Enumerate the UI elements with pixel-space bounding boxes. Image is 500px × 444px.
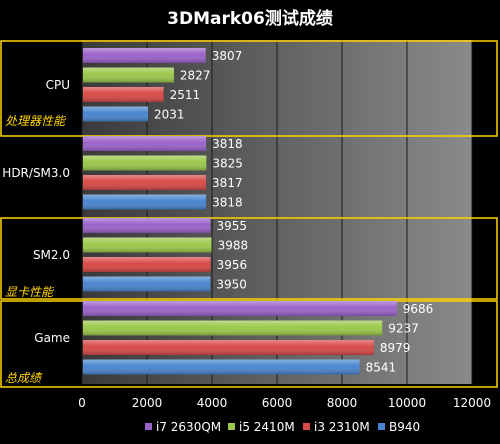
bar-highlight (83, 237, 212, 253)
x-tick-label: 6000 (262, 396, 293, 410)
data-label: 2031 (154, 108, 185, 122)
x-tick-label: 4000 (197, 396, 228, 410)
bar-highlight (83, 257, 211, 272)
bar-highlight (83, 155, 207, 171)
data-label: 8541 (366, 361, 397, 375)
x-tick-label: 8000 (327, 396, 358, 410)
data-label: 9237 (388, 322, 419, 336)
section-label: 处理器性能 (5, 114, 67, 128)
bar-highlight (83, 87, 164, 102)
bar-highlight (83, 301, 397, 316)
legend-label: i5 2410M (239, 420, 295, 434)
bar-highlight (83, 106, 149, 122)
data-label: 3955 (217, 219, 248, 233)
bar-highlight (83, 175, 207, 190)
data-label: 9686 (403, 302, 434, 316)
category-label: Game (34, 331, 70, 345)
legend-swatch (145, 423, 152, 430)
legend-label: B940 (389, 420, 420, 434)
legend-label: i7 2630QM (156, 420, 221, 434)
category-label: SM2.0 (33, 248, 70, 262)
chart-title: 3DMark06测试成绩 (167, 8, 333, 29)
bar-highlight (83, 340, 374, 355)
bar-highlight (83, 218, 211, 233)
x-tick-label: 10000 (388, 396, 426, 410)
bar-highlight (83, 136, 207, 151)
section-label: 总成绩 (5, 371, 43, 385)
x-tick-label: 2000 (132, 396, 163, 410)
data-label: 3950 (216, 278, 247, 292)
section-label: 显卡性能 (5, 285, 55, 299)
category-label: CPU (46, 78, 70, 92)
data-label: 2511 (170, 88, 201, 102)
data-label: 3817 (212, 176, 243, 190)
section-box-cpu (0, 40, 498, 137)
legend-label: i3 2310M (314, 420, 370, 434)
data-label: 3956 (217, 258, 248, 272)
bar-highlight (83, 320, 383, 336)
data-label: 2827 (180, 69, 211, 83)
section-box-gpu (0, 217, 498, 300)
data-label: 3988 (218, 239, 249, 253)
bar-highlight (83, 48, 206, 63)
bar-highlight (83, 67, 174, 83)
bar-highlight (83, 276, 211, 292)
bar-highlight (83, 359, 360, 375)
x-tick-label: 12000 (453, 396, 491, 410)
legend-swatch (228, 423, 235, 430)
category-label: HDR/SM3.0 (2, 166, 70, 180)
data-label: 3807 (212, 49, 243, 63)
data-label: 8979 (380, 341, 411, 355)
data-label: 3818 (212, 196, 243, 210)
bar-highlight (83, 194, 207, 210)
data-label: 3818 (212, 137, 243, 151)
legend-swatch (378, 423, 385, 430)
data-label: 3825 (212, 157, 243, 171)
legend-swatch (303, 423, 310, 430)
x-tick-label: 0 (78, 396, 86, 410)
